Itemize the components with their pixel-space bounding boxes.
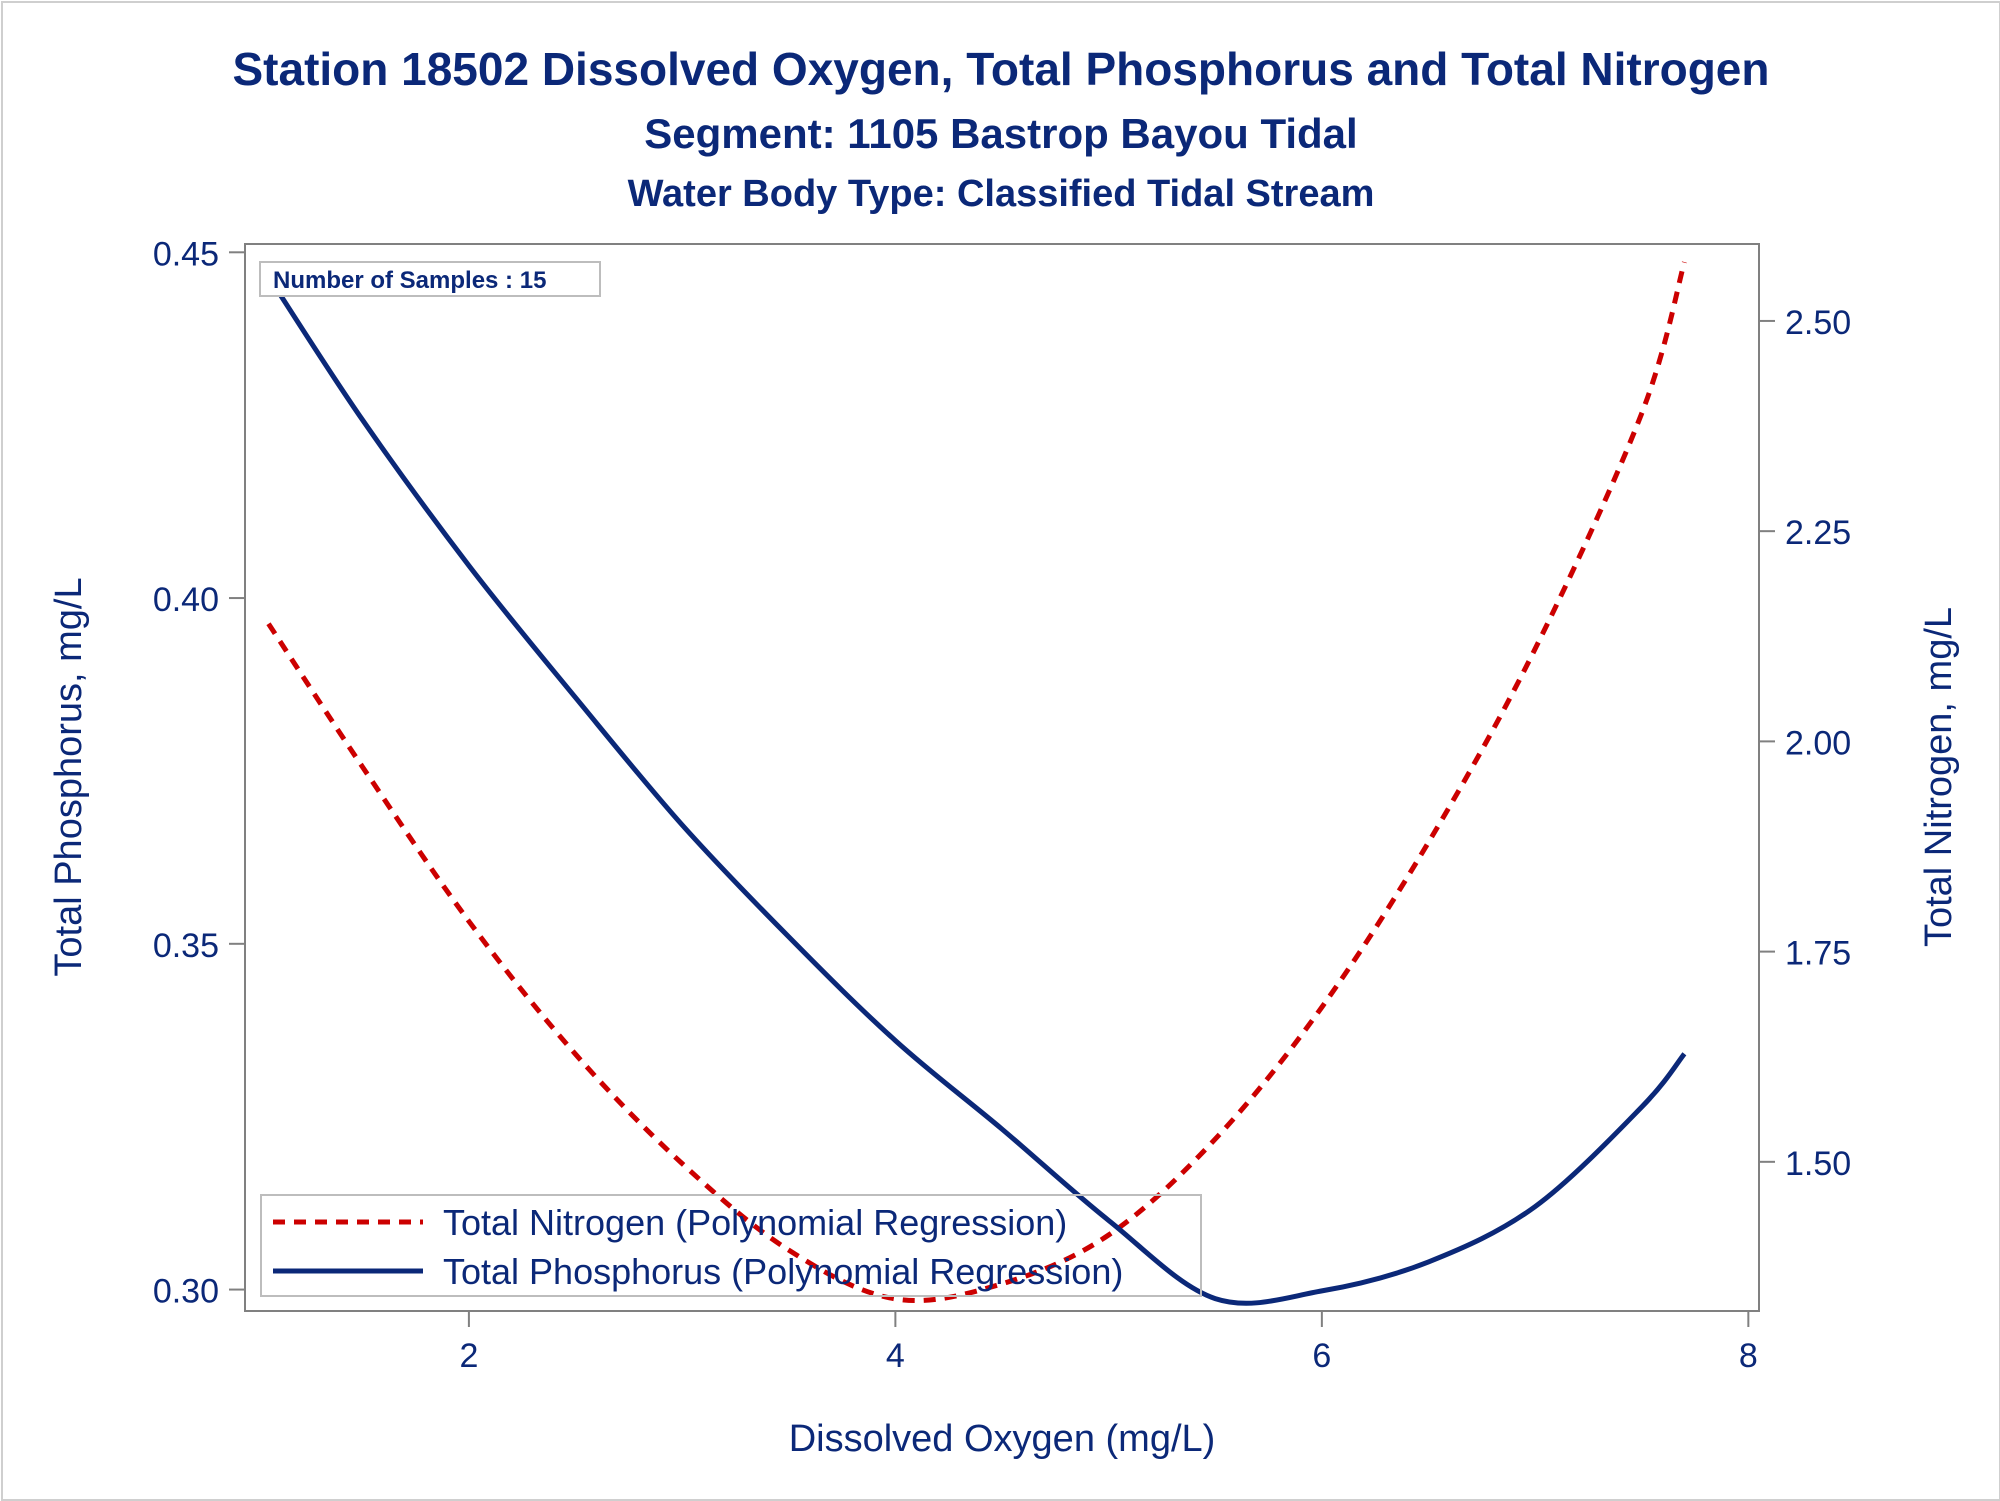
chart-svg: Station 18502 Dissolved Oxygen, Total Ph…	[48, 43, 1960, 1460]
y-right-tick-label: 1.50	[1785, 1145, 1851, 1183]
chart-subtitle-2: Water Body Type: Classified Tidal Stream	[628, 173, 1375, 215]
legend: Total Nitrogen (Polynomial Regression) T…	[260, 1194, 1202, 1297]
legend-label-nitrogen: Total Nitrogen (Polynomial Regression)	[443, 1202, 1067, 1243]
series-line-phosphorus	[266, 275, 1687, 1306]
x-tick-label: 6	[1312, 1337, 1331, 1375]
legend-frame	[260, 1194, 1202, 1297]
sample-count-text: Number of Samples : 15	[273, 267, 546, 294]
y-right-tick-label: 1.75	[1785, 935, 1851, 973]
x-tick-label: 8	[1739, 1337, 1758, 1375]
x-tick-label: 4	[886, 1337, 905, 1375]
y-axis-right: 1.50 1.75 2.00 2.25 2.50	[1759, 304, 1851, 1183]
x-tick-label: 2	[459, 1337, 478, 1375]
y-left-tick-label: 0.35	[153, 927, 219, 965]
y-left-tick-label: 0.40	[153, 581, 219, 619]
y-left-tick-label: 0.30	[153, 1273, 219, 1311]
series-line-nitrogen	[266, 261, 1687, 1303]
y-axis-left-label: Total Phosphorus, mg/L	[48, 577, 90, 976]
y-right-tick-label: 2.25	[1785, 514, 1851, 552]
y-axis-left: 0.30 0.35 0.40 0.45	[153, 235, 245, 1311]
chart-subtitle: Segment: 1105 Bastrop Bayou Tidal	[644, 110, 1357, 157]
x-axis: 2 4 6 8	[459, 1311, 1758, 1375]
y-left-tick-label: 0.45	[153, 235, 219, 273]
y-axis-right-label: Total Nitrogen, mg/L	[1918, 607, 1960, 947]
x-axis-label: Dissolved Oxygen (mg/L)	[789, 1418, 1216, 1460]
plot-area	[244, 243, 1760, 1312]
chart-title: Station 18502 Dissolved Oxygen, Total Ph…	[232, 43, 1769, 95]
y-right-tick-label: 2.00	[1785, 724, 1851, 762]
series-layer	[266, 261, 1687, 1306]
sample-count-frame	[259, 261, 601, 297]
legend-label-phosphorus: Total Phosphorus (Polynomial Regression)	[443, 1251, 1123, 1292]
sample-count-box: Number of Samples : 15	[259, 261, 601, 297]
y-right-tick-label: 2.50	[1785, 304, 1851, 342]
